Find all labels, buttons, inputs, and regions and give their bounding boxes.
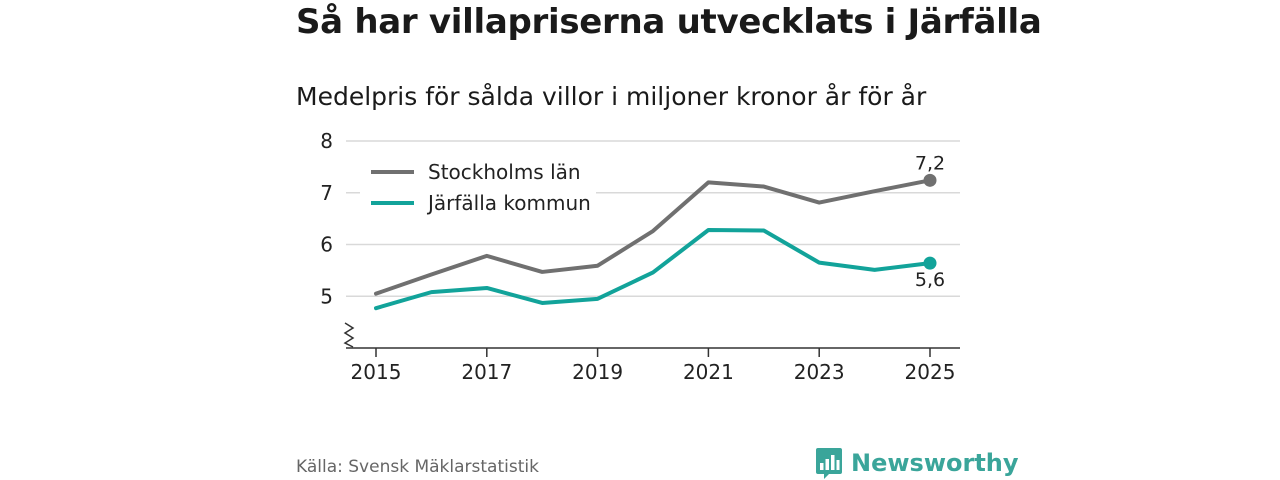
chart-title: Så har villapriserna utvecklats i Järfäl… — [296, 2, 1042, 42]
series-line-jarfalla — [374, 228, 932, 311]
x-tick-label: 2019 — [572, 360, 623, 384]
series-line-stockholm — [374, 178, 932, 296]
brand-logo[interactable]: Newsworthy — [815, 446, 1019, 480]
y-tick-label: 7 — [320, 181, 333, 205]
x-tick-label: 2025 — [905, 360, 956, 384]
x-tick-label: 2015 — [351, 360, 402, 384]
axis-break-icon — [343, 322, 355, 348]
brand-name: Newsworthy — [851, 449, 1019, 477]
series-endpoint-stockholm — [923, 173, 937, 187]
chart-subtitle: Medelpris för sålda villor i miljoner kr… — [296, 82, 927, 111]
end-label-stockholm: 7,2 — [915, 152, 945, 174]
y-tick-label: 8 — [320, 129, 333, 153]
legend-label-stockholm: Stockholms län — [428, 160, 581, 184]
source-note: Källa: Svensk Mäklarstatistik — [296, 457, 539, 477]
x-tick-label: 2017 — [461, 360, 512, 384]
bar-chart-logo-icon — [816, 448, 842, 479]
end-label-jarfalla: 5,6 — [915, 269, 945, 291]
x-tick-label: 2021 — [683, 360, 734, 384]
y-tick-label: 5 — [320, 284, 333, 308]
series-endpoint-jarfalla — [923, 256, 937, 270]
x-tick-label: 2023 — [794, 360, 845, 384]
legend-box — [360, 152, 596, 218]
legend-label-jarfalla: Järfälla kommun — [426, 191, 591, 215]
y-tick-label: 6 — [320, 233, 333, 257]
